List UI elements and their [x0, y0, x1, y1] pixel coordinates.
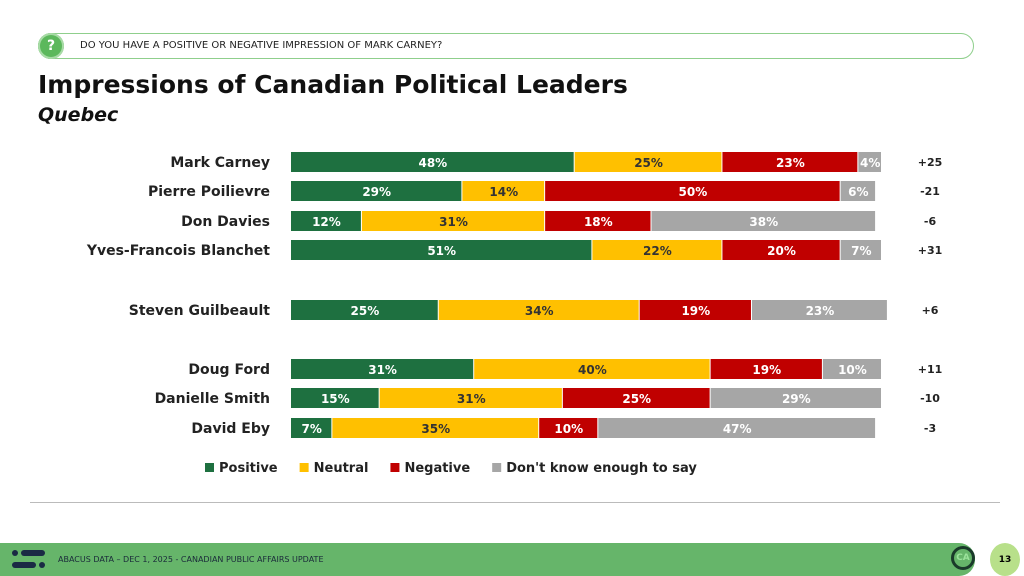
data-label: 47%: [723, 422, 752, 436]
legend-swatch: [299, 463, 309, 472]
bar-segment-negative: [539, 418, 598, 438]
net-score-label: -21: [920, 185, 940, 198]
bar-segment-positive: [291, 152, 574, 172]
data-label: 50%: [679, 185, 708, 199]
data-label: 31%: [457, 392, 486, 406]
abacus-logo-icon: [12, 550, 45, 568]
data-label: 48%: [418, 156, 447, 170]
data-label: 20%: [767, 244, 796, 258]
bar-segment-negative: [562, 388, 710, 408]
question-icon: ?: [38, 33, 64, 59]
bar-segment-neutral: [474, 359, 710, 379]
data-label: 7%: [851, 244, 871, 258]
bar-segment-neutral: [361, 211, 545, 231]
footer-text: ABACUS DATA – DEC 1, 2025 - CANADIAN PUB…: [58, 555, 324, 564]
bar-segment-positive: [291, 211, 361, 231]
net-score-label: +6: [922, 304, 939, 317]
data-label: 19%: [752, 363, 781, 377]
legend-label: Negative: [404, 461, 470, 476]
data-label: 18%: [584, 215, 613, 229]
bar-segment-neutral: [438, 300, 639, 320]
net-score-label: -10: [920, 392, 940, 405]
data-label: 23%: [776, 156, 805, 170]
bar-segment-negative: [545, 211, 651, 231]
bar-segment-neutral: [592, 240, 722, 260]
bar-segment-positive: [291, 359, 474, 379]
bar-segment-dont: [710, 388, 881, 408]
category-label: Don Davies: [181, 214, 270, 230]
category-label: David Eby: [191, 421, 270, 437]
bar-segment-positive: [291, 240, 592, 260]
category-label: Steven Guilbeault: [129, 303, 271, 319]
data-label: 22%: [643, 244, 672, 258]
legend-swatch: [205, 463, 214, 472]
data-label: 15%: [321, 392, 350, 406]
data-label: 23%: [806, 304, 835, 318]
footer-bar: [0, 543, 975, 576]
bar-segment-negative: [722, 152, 858, 172]
data-label: 12%: [312, 215, 341, 229]
legend-swatch: [492, 463, 502, 472]
bar-segment-negative: [545, 181, 840, 201]
legend-swatch: [390, 463, 400, 472]
data-label: 25%: [634, 156, 663, 170]
data-label: 51%: [427, 244, 456, 258]
legend-label: Don't know enough to say: [506, 461, 697, 476]
page-title: Impressions of Canadian Political Leader…: [38, 70, 628, 99]
data-label: 31%: [439, 215, 468, 229]
bar-segment-dont: [840, 181, 876, 201]
bar-segment-dont: [751, 300, 887, 320]
data-label: 35%: [421, 422, 450, 436]
net-score-label: +25: [918, 156, 943, 169]
bar-segment-negative: [722, 240, 840, 260]
bar-segment-neutral: [332, 418, 539, 438]
data-label: 25%: [351, 304, 380, 318]
legend-label: Positive: [219, 461, 278, 476]
data-label: 6%: [848, 185, 868, 199]
data-label: 31%: [368, 363, 397, 377]
divider: [30, 502, 1000, 503]
bar-segment-dont: [858, 152, 881, 172]
bar-segment-positive: [291, 388, 379, 408]
bar-segment-neutral: [574, 152, 722, 172]
data-label: 10%: [554, 422, 583, 436]
data-label: 25%: [622, 392, 651, 406]
bar-segment-neutral: [379, 388, 562, 408]
category-label: Doug Ford: [188, 362, 270, 378]
bar-segment-dont: [822, 359, 881, 379]
page-number: 13: [990, 543, 1020, 576]
data-label: 34%: [525, 304, 554, 318]
ca-badge-icon: CA: [951, 546, 975, 570]
bar-segment-positive: [291, 181, 462, 201]
bar-segment-dont: [651, 211, 876, 231]
bar-segment-negative: [710, 359, 822, 379]
category-label: Pierre Poilievre: [148, 184, 270, 200]
page-subtitle: Quebec: [38, 104, 119, 126]
category-label: Yves-Francois Blanchet: [86, 243, 270, 259]
data-label: 7%: [301, 422, 321, 436]
data-label: 38%: [749, 215, 778, 229]
category-label: Danielle Smith: [155, 391, 270, 407]
data-label: 19%: [681, 304, 710, 318]
net-score-label: +11: [918, 363, 943, 376]
bar-segment-positive: [291, 418, 332, 438]
bar-segment-dont: [840, 240, 881, 260]
net-score-label: -6: [924, 215, 937, 228]
legend-label: Neutral: [314, 461, 369, 476]
bar-segment-negative: [639, 300, 751, 320]
data-label: 14%: [489, 185, 518, 199]
data-label: 4%: [860, 156, 880, 170]
data-label: 29%: [362, 185, 391, 199]
bar-segment-neutral: [462, 181, 545, 201]
data-label: 40%: [578, 363, 607, 377]
bar-segment-positive: [291, 300, 438, 320]
net-score-label: +31: [918, 244, 943, 257]
data-label: 29%: [782, 392, 811, 406]
data-label: 10%: [838, 363, 867, 377]
net-score-label: -3: [924, 422, 936, 435]
stacked-bar-chart: Mark Carney 48% 25% 23% 4% +25 Pierre Poilievr…: [86, 152, 943, 476]
question-text: DO YOU HAVE A POSITIVE OR NEGATIVE IMPRE…: [80, 40, 443, 51]
category-label: Mark Carney: [170, 155, 270, 171]
bar-segment-dont: [598, 418, 876, 438]
